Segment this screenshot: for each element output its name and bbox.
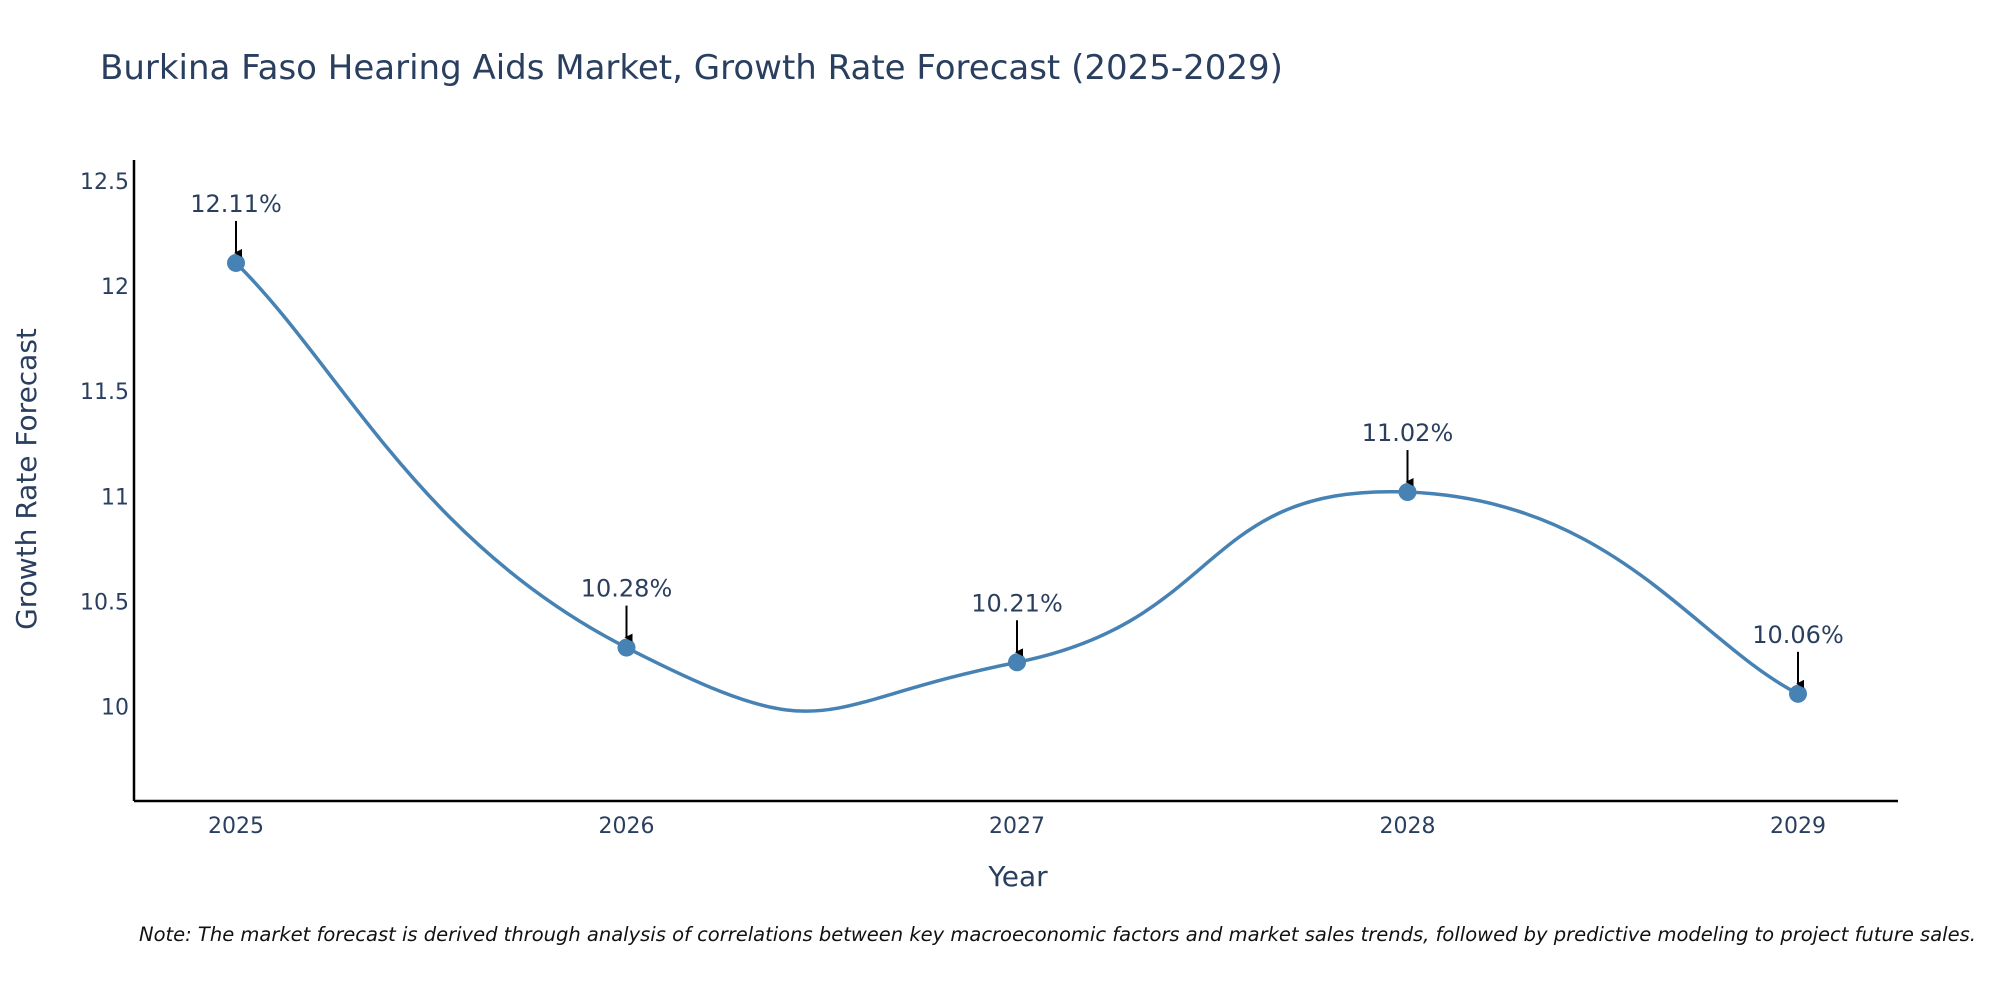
data-point <box>1008 653 1026 672</box>
data-label: 10.06% <box>1752 621 1844 649</box>
x-tick-label: 2027 <box>989 814 1045 839</box>
data-label: 11.02% <box>1362 419 1454 447</box>
y-tick-label: 11 <box>101 485 129 510</box>
y-tick-label: 10.5 <box>80 590 129 615</box>
data-label: 10.21% <box>971 589 1063 617</box>
x-axis-title: Year <box>987 860 1048 893</box>
data-point <box>1789 684 1807 703</box>
x-tick-label: 2029 <box>1770 814 1826 839</box>
y-tick-label: 12 <box>101 275 129 300</box>
footnote: Note: The market forecast is derived thr… <box>139 923 1976 946</box>
y-axis-title: Growth Rate Forecast <box>10 328 43 630</box>
y-tick-label: 11.5 <box>80 380 129 405</box>
data-point <box>1398 483 1417 502</box>
data-point <box>617 638 636 657</box>
data-label: 10.28% <box>581 575 673 603</box>
plot-area: 10 10.5 11 11.5 12 12.5 2025 2026 2027 2028 2029 12… <box>80 160 1898 839</box>
x-tick-label: 2026 <box>599 814 655 839</box>
data-label: 12.11% <box>190 190 282 218</box>
y-tick-label: 10 <box>101 695 129 720</box>
chart-title: Burkina Faso Hearing Aids Market, Growth… <box>100 48 1283 88</box>
x-tick-label: 2028 <box>1380 814 1436 839</box>
data-point <box>227 253 245 272</box>
x-tick-label: 2025 <box>208 814 264 839</box>
y-tick-label: 12.5 <box>80 170 129 195</box>
